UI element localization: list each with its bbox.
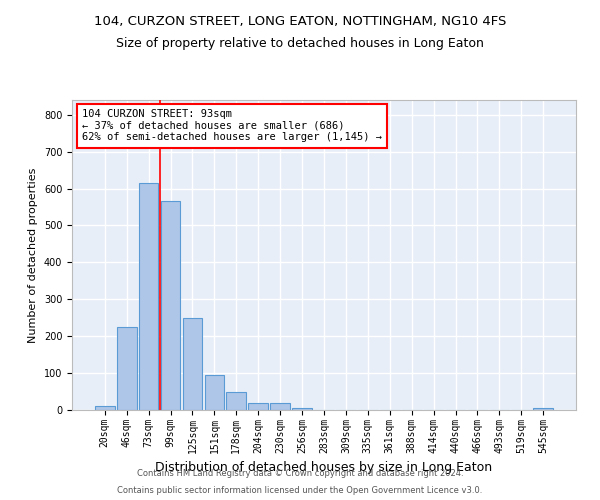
X-axis label: Distribution of detached houses by size in Long Eaton: Distribution of detached houses by size … xyxy=(155,461,493,474)
Text: Contains HM Land Registry data © Crown copyright and database right 2024.: Contains HM Land Registry data © Crown c… xyxy=(137,468,463,477)
Bar xyxy=(226,392,246,410)
Bar xyxy=(161,202,181,410)
Bar xyxy=(205,375,224,410)
Bar xyxy=(533,408,553,410)
Text: 104 CURZON STREET: 93sqm
← 37% of detached houses are smaller (686)
62% of semi-: 104 CURZON STREET: 93sqm ← 37% of detach… xyxy=(82,110,382,142)
Bar xyxy=(117,327,137,410)
Bar xyxy=(248,402,268,410)
Bar xyxy=(292,408,312,410)
Bar xyxy=(139,183,158,410)
Text: Contains public sector information licensed under the Open Government Licence v3: Contains public sector information licen… xyxy=(118,486,482,495)
Bar xyxy=(182,318,202,410)
Text: 104, CURZON STREET, LONG EATON, NOTTINGHAM, NG10 4FS: 104, CURZON STREET, LONG EATON, NOTTINGH… xyxy=(94,15,506,28)
Bar xyxy=(270,402,290,410)
Bar xyxy=(95,406,115,410)
Y-axis label: Number of detached properties: Number of detached properties xyxy=(28,168,38,342)
Text: Size of property relative to detached houses in Long Eaton: Size of property relative to detached ho… xyxy=(116,38,484,51)
